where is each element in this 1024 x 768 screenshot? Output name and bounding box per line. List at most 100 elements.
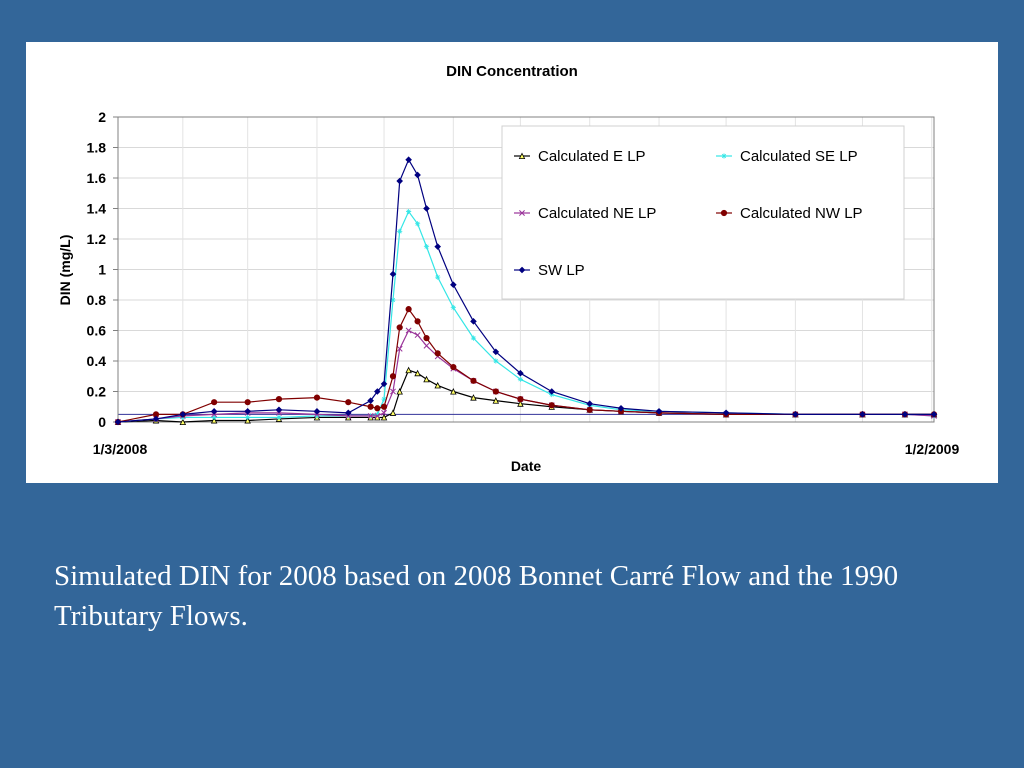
data-point bbox=[492, 388, 499, 395]
data-point bbox=[210, 408, 218, 415]
data-point bbox=[313, 394, 321, 401]
data-point bbox=[374, 411, 380, 417]
data-point bbox=[423, 244, 430, 250]
x-tick-label-start: 1/3/2008 bbox=[93, 441, 148, 457]
data-point bbox=[389, 270, 397, 278]
data-point bbox=[380, 403, 388, 410]
data-point bbox=[617, 404, 625, 412]
data-point bbox=[405, 306, 412, 313]
legend-entry-calculated-se-lp: Calculated SE LP bbox=[716, 148, 858, 165]
data-point bbox=[423, 335, 430, 342]
data-point bbox=[396, 324, 403, 331]
data-point bbox=[381, 396, 387, 402]
data-point bbox=[435, 274, 441, 280]
data-point bbox=[517, 376, 524, 382]
y-axis-label: DIN (mg/L) bbox=[57, 235, 73, 306]
chart-title: DIN Concentration bbox=[446, 63, 578, 80]
data-point bbox=[405, 156, 412, 164]
data-point bbox=[470, 394, 477, 401]
legend-marker bbox=[720, 209, 728, 217]
y-tick-label: 0 bbox=[98, 414, 106, 430]
data-point bbox=[374, 405, 381, 412]
data-point bbox=[114, 418, 122, 426]
series-calculated-nw-lp bbox=[114, 306, 938, 426]
y-tick-label: 0.6 bbox=[87, 323, 107, 339]
data-point bbox=[423, 205, 430, 212]
legend-marker bbox=[518, 152, 526, 159]
data-point bbox=[930, 411, 938, 418]
data-point bbox=[405, 327, 412, 334]
data-point bbox=[245, 414, 251, 421]
data-point bbox=[396, 177, 403, 185]
legend-label: Calculated NW LP bbox=[740, 205, 863, 222]
slide-caption: Simulated DIN for 2008 based on 2008 Bon… bbox=[54, 560, 899, 632]
legend-label: Calculated SE LP bbox=[740, 148, 858, 165]
data-point bbox=[414, 171, 421, 179]
data-point bbox=[344, 409, 352, 417]
series-line-calculated-nw-lp bbox=[117, 307, 934, 423]
data-point bbox=[414, 332, 421, 339]
data-point bbox=[367, 403, 374, 410]
y-tick-label: 0.8 bbox=[87, 292, 107, 308]
data-point bbox=[792, 411, 799, 418]
legend-entry-calculated-ne-lp: Calculated NE LP bbox=[514, 205, 656, 222]
data-point bbox=[313, 408, 321, 415]
data-point bbox=[276, 414, 282, 421]
data-point bbox=[380, 413, 388, 421]
data-point bbox=[859, 411, 866, 418]
y-tick-label: 1.4 bbox=[87, 201, 107, 217]
data-point bbox=[345, 399, 352, 406]
y-tick-label: 0.4 bbox=[87, 353, 107, 369]
data-point bbox=[548, 402, 555, 409]
data-point bbox=[314, 413, 320, 419]
data-point bbox=[434, 350, 441, 357]
y-tick-label: 1.2 bbox=[87, 231, 107, 247]
legend-marker bbox=[518, 266, 526, 274]
series-layer bbox=[114, 156, 938, 426]
data-point bbox=[211, 399, 218, 406]
data-point bbox=[275, 406, 283, 414]
data-point bbox=[492, 397, 500, 404]
data-point bbox=[434, 381, 441, 389]
legend-box bbox=[501, 125, 905, 300]
legend-entry-calculated-nw-lp: Calculated NW LP bbox=[716, 205, 863, 222]
data-point bbox=[586, 400, 594, 408]
data-point bbox=[244, 408, 251, 415]
x-axis-label: Date bbox=[511, 458, 542, 474]
data-point bbox=[517, 369, 524, 377]
data-point bbox=[275, 396, 283, 403]
data-point bbox=[179, 418, 187, 426]
y-tick-label: 1 bbox=[98, 262, 106, 278]
data-point bbox=[406, 208, 412, 215]
data-point bbox=[374, 388, 381, 395]
data-point bbox=[367, 412, 374, 419]
series-sw-lp bbox=[114, 156, 938, 426]
data-point bbox=[244, 416, 251, 424]
data-point bbox=[423, 342, 430, 349]
data-point bbox=[450, 305, 456, 311]
din-concentration-chart: DIN Concentration 0 0.2 0.4 0.6 0.8 1 1.2 1.4 1.… bbox=[57, 63, 960, 474]
data-point bbox=[655, 408, 663, 415]
data-point bbox=[367, 397, 374, 404]
data-point bbox=[397, 228, 403, 234]
data-point bbox=[493, 358, 499, 364]
data-point bbox=[492, 348, 500, 356]
data-point bbox=[390, 297, 396, 303]
data-point bbox=[179, 411, 187, 418]
data-point bbox=[901, 411, 909, 418]
data-point bbox=[722, 409, 730, 417]
x-tick-label-end: 1/2/2009 bbox=[905, 441, 960, 457]
legend-marker bbox=[721, 153, 727, 159]
data-point bbox=[414, 369, 421, 377]
series-line-sw-lp bbox=[117, 158, 934, 423]
legend-label: Calculated NE LP bbox=[538, 205, 656, 222]
legend-entry-sw-lp: SW LP bbox=[514, 262, 585, 279]
y-tick-label: 1.6 bbox=[87, 170, 107, 186]
data-point bbox=[396, 345, 403, 352]
y-tick-labels: 0 0.2 0.4 0.6 0.8 1 1.2 1.4 1.6 1.8 2 bbox=[87, 109, 118, 430]
legend-marker bbox=[519, 210, 525, 216]
data-point bbox=[450, 281, 457, 289]
y-tick-label: 2 bbox=[98, 109, 106, 125]
data-point bbox=[470, 377, 477, 384]
data-point bbox=[414, 221, 421, 227]
